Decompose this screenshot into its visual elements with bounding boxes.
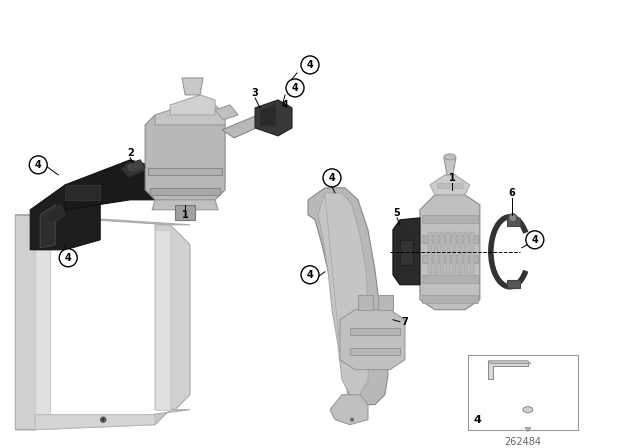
Polygon shape (15, 409, 190, 430)
Polygon shape (170, 95, 215, 115)
Polygon shape (255, 100, 292, 136)
Text: 2: 2 (127, 148, 134, 158)
Polygon shape (437, 183, 463, 188)
Circle shape (100, 417, 106, 422)
Text: 4: 4 (474, 415, 482, 425)
Polygon shape (35, 235, 50, 415)
Circle shape (60, 249, 77, 267)
Polygon shape (150, 188, 220, 195)
Text: 4: 4 (35, 160, 42, 170)
Polygon shape (434, 232, 438, 274)
Text: 4: 4 (65, 253, 72, 263)
Polygon shape (507, 218, 520, 226)
Polygon shape (65, 160, 165, 210)
Text: 262484: 262484 (504, 437, 541, 447)
Polygon shape (175, 205, 195, 220)
Polygon shape (340, 310, 405, 370)
Polygon shape (15, 215, 190, 225)
Polygon shape (260, 104, 276, 126)
Polygon shape (378, 295, 393, 310)
Polygon shape (125, 160, 145, 173)
Polygon shape (400, 240, 413, 265)
Polygon shape (358, 295, 373, 310)
Text: 4: 4 (307, 60, 314, 70)
Polygon shape (182, 78, 203, 95)
Circle shape (29, 156, 47, 174)
Text: 4: 4 (292, 83, 298, 93)
Polygon shape (488, 361, 528, 379)
Circle shape (301, 56, 319, 74)
Polygon shape (393, 218, 420, 285)
Polygon shape (350, 328, 400, 335)
Circle shape (350, 418, 354, 422)
Polygon shape (308, 188, 388, 405)
Polygon shape (422, 215, 478, 223)
Polygon shape (318, 193, 370, 395)
Polygon shape (464, 232, 468, 274)
Circle shape (286, 79, 304, 97)
Text: 6: 6 (508, 188, 515, 198)
Polygon shape (330, 395, 368, 425)
Polygon shape (15, 215, 50, 430)
Polygon shape (145, 115, 225, 200)
Polygon shape (420, 195, 480, 310)
Polygon shape (148, 168, 222, 175)
Polygon shape (452, 232, 456, 274)
Polygon shape (30, 185, 100, 250)
Polygon shape (155, 105, 225, 125)
Polygon shape (422, 275, 478, 283)
Polygon shape (152, 200, 218, 210)
Polygon shape (444, 158, 456, 175)
Ellipse shape (523, 407, 533, 413)
Text: 4: 4 (307, 270, 314, 280)
Polygon shape (350, 348, 400, 355)
Text: 4: 4 (282, 100, 289, 110)
Circle shape (102, 418, 105, 421)
Text: 1: 1 (449, 173, 455, 183)
Ellipse shape (444, 154, 456, 160)
Text: 4: 4 (328, 173, 335, 183)
Polygon shape (215, 105, 238, 120)
Polygon shape (428, 232, 432, 274)
Polygon shape (222, 115, 270, 138)
Polygon shape (155, 225, 190, 409)
Circle shape (301, 266, 319, 284)
Bar (468, 355, 578, 430)
Polygon shape (488, 361, 531, 364)
Polygon shape (458, 232, 462, 274)
Circle shape (323, 169, 341, 187)
Polygon shape (525, 428, 531, 431)
Polygon shape (155, 230, 170, 409)
Polygon shape (470, 232, 474, 274)
Polygon shape (45, 205, 65, 225)
Circle shape (526, 231, 544, 249)
Polygon shape (446, 232, 450, 274)
Text: 3: 3 (252, 88, 259, 98)
Text: 5: 5 (394, 208, 400, 218)
Polygon shape (422, 295, 478, 303)
Polygon shape (422, 255, 478, 263)
Polygon shape (422, 235, 478, 243)
Polygon shape (430, 175, 470, 195)
Polygon shape (35, 415, 155, 430)
Polygon shape (65, 185, 100, 200)
Circle shape (509, 214, 517, 222)
Polygon shape (120, 162, 148, 178)
Polygon shape (440, 232, 444, 274)
Text: 7: 7 (401, 317, 408, 327)
Text: 1: 1 (182, 210, 189, 220)
Text: 4: 4 (531, 235, 538, 245)
Polygon shape (507, 280, 520, 288)
Polygon shape (40, 205, 55, 248)
